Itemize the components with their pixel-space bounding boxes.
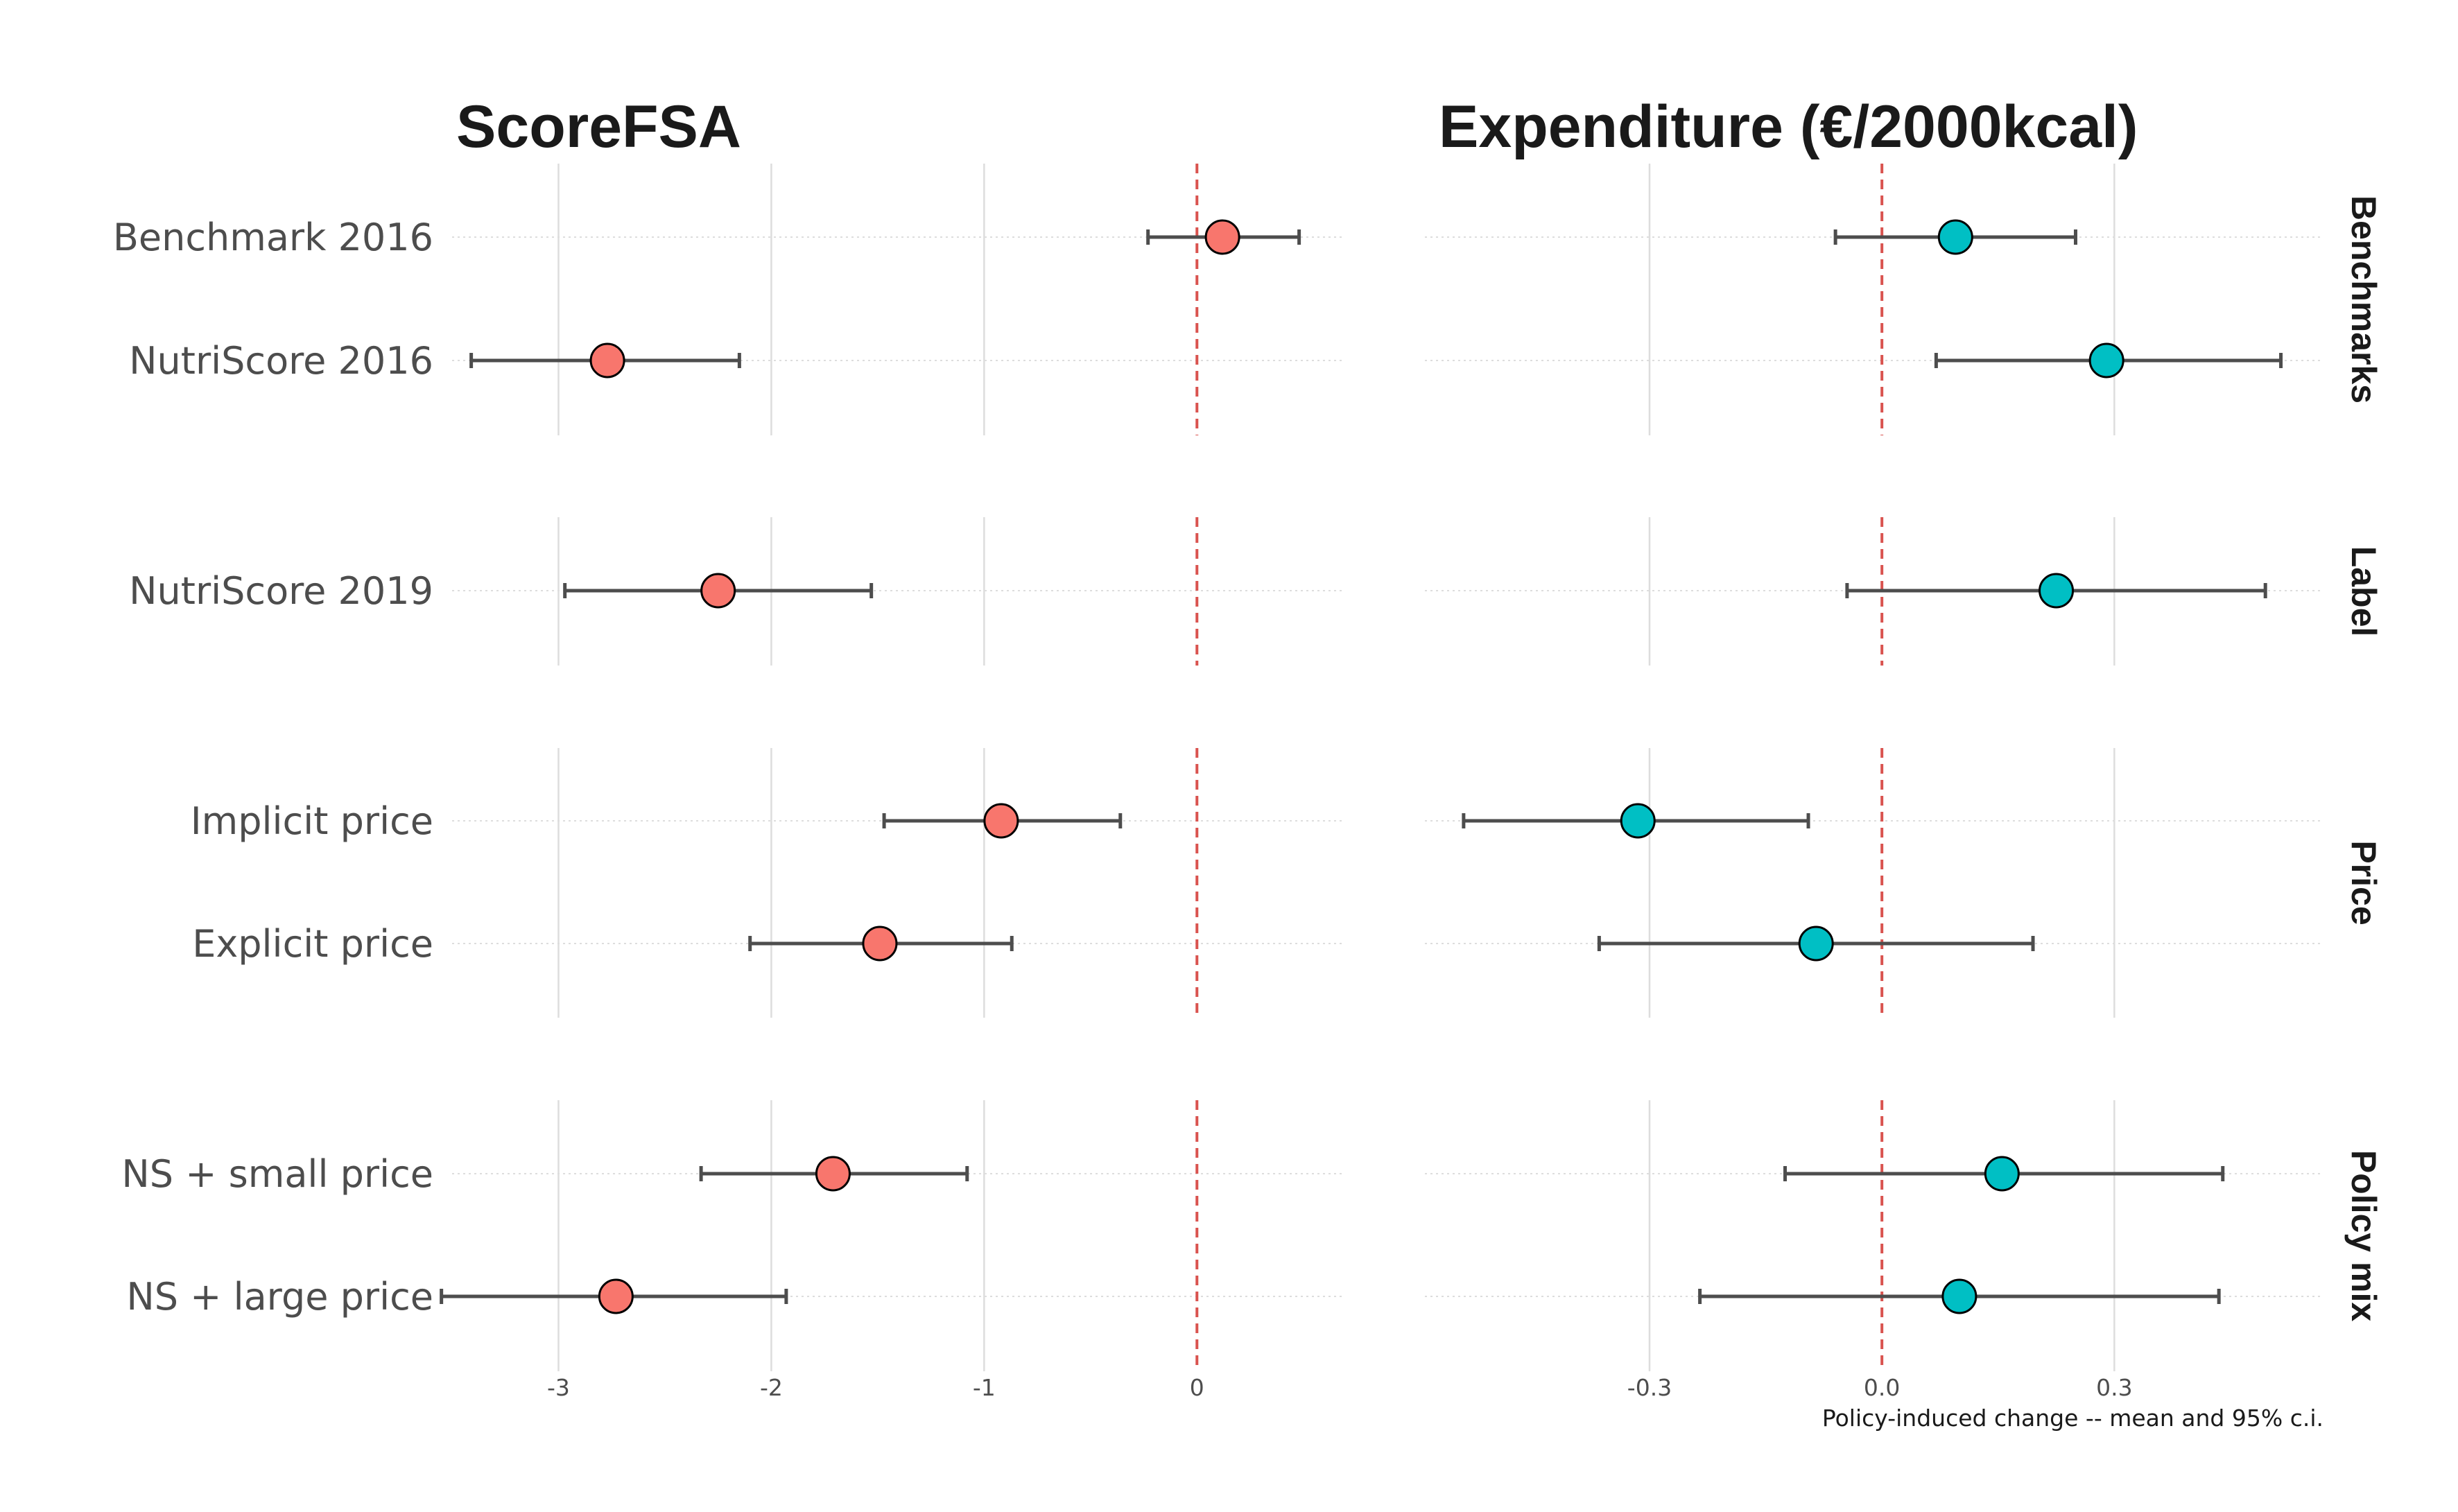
chart-marks	[440, 164, 2283, 1371]
strip-label-benchmarks: Benchmarks	[2344, 195, 2383, 403]
expenditure-2000kcal-point-nutriscore-2019	[2039, 573, 2075, 609]
strip-label-label: Label	[2344, 546, 2383, 637]
gridlines	[452, 164, 2323, 1371]
expenditure-2000kcal-point-ns-large-price	[1941, 1278, 1977, 1314]
expenditure-2000kcal-tick-label-2: 0.3	[2096, 1374, 2132, 1401]
scorefsa-tick-label-1: -2	[760, 1374, 783, 1401]
row-label-explicit-price: Explicit price	[192, 922, 433, 966]
expenditure-2000kcal-point-implicit-price	[1620, 803, 1656, 839]
scorefsa-point-ns-small-price	[815, 1156, 851, 1192]
scorefsa-point-nutriscore-2016	[589, 342, 625, 379]
row-label-implicit-price: Implicit price	[191, 799, 433, 843]
row-label-nutriscore-2019: NutriScore 2019	[129, 569, 433, 613]
scorefsa-tick-label-0: -3	[547, 1374, 570, 1401]
expenditure-2000kcal-point-explicit-price	[1798, 926, 1834, 962]
scorefsa-point-benchmark-2016	[1204, 219, 1240, 255]
expenditure-2000kcal-point-nutriscore-2016	[2088, 342, 2124, 379]
scorefsa-tick-label-3: 0	[1190, 1374, 1204, 1401]
expenditure-2000kcal-point-ns-small-price	[1984, 1156, 2020, 1192]
row-label-ns-large-price: NS + large price	[126, 1275, 433, 1319]
scorefsa-point-implicit-price	[983, 803, 1019, 839]
panel-title-expenditure: Expenditure (€/2000kcal)	[1439, 94, 2138, 160]
panel-title-scorefsa: ScoreFSA	[456, 94, 741, 160]
row-label-ns-small-price: NS + small price	[121, 1152, 433, 1196]
expenditure-2000kcal-point-benchmark-2016	[1937, 219, 1973, 255]
chart-caption: Policy-induced change -- mean and 95% c.…	[1822, 1405, 2323, 1432]
scorefsa-point-ns-large-price	[598, 1278, 634, 1314]
chart-text: ScoreFSA Expenditure (€/2000kcal) Policy…	[113, 94, 2383, 1432]
strip-label-policy-mix: Policy mix	[2344, 1150, 2383, 1322]
scorefsa-point-nutriscore-2019	[700, 573, 736, 609]
scorefsa-tick-label-2: -1	[973, 1374, 996, 1401]
scorefsa-point-explicit-price	[862, 926, 898, 962]
row-label-benchmark-2016: Benchmark 2016	[113, 216, 433, 259]
strip-label-price: Price	[2344, 840, 2383, 925]
expenditure-2000kcal-tick-label-0: -0.3	[1627, 1374, 1672, 1401]
expenditure-2000kcal-tick-label-1: 0.0	[1864, 1374, 1900, 1401]
row-label-nutriscore-2016: NutriScore 2016	[129, 339, 433, 383]
